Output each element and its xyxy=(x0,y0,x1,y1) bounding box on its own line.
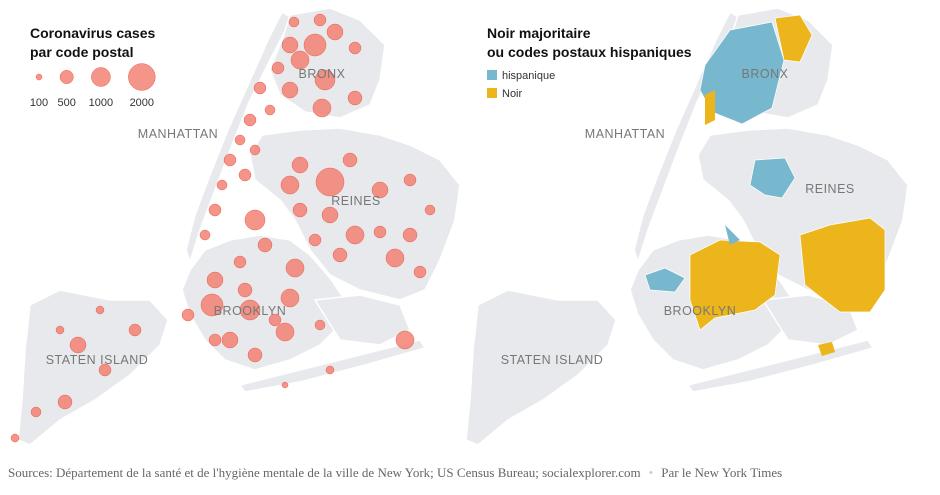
area-label: STATEN ISLAND xyxy=(46,353,149,367)
maps: Coronavirus cases par code postal 100 500… xyxy=(10,7,909,446)
legend-bubble xyxy=(91,67,111,87)
area-label: BROOKLYN xyxy=(664,304,737,318)
legend-size-label: 2000 xyxy=(130,97,154,109)
area-label: MANHATTAN xyxy=(138,127,218,141)
left-title: par code postal xyxy=(30,44,133,60)
legend-bubble xyxy=(59,70,74,84)
legend-bubble xyxy=(35,73,43,81)
legend-swatch xyxy=(487,70,497,80)
area-label: BROOKLYN xyxy=(214,304,287,318)
left-map-shape xyxy=(17,7,461,446)
legend-label: hispanique xyxy=(502,70,555,82)
color-legend: hispanique Noir xyxy=(487,70,555,100)
right-title: Noir majoritaire xyxy=(487,25,591,41)
area-label: BRONX xyxy=(742,67,789,81)
legend-size-label: 1000 xyxy=(89,97,113,109)
area-label: STATEN ISLAND xyxy=(501,353,604,367)
sources: Sources: Département de la santé et de l… xyxy=(8,465,641,480)
legend-label: Noir xyxy=(502,88,523,100)
size-legend: 100 500 1000 2000 xyxy=(30,63,156,109)
area-label: REINES xyxy=(805,182,855,196)
case-bubbles xyxy=(10,13,436,443)
right-title: ou codes postaux hispaniques xyxy=(487,44,692,60)
left-title: Coronavirus cases xyxy=(30,25,155,41)
footer: Sources: Département de la santé et de l… xyxy=(8,465,783,480)
area-label: MANHATTAN xyxy=(585,127,665,141)
legend-bubble xyxy=(128,63,156,91)
byline: Par le New York Times xyxy=(661,465,783,480)
demographic-areas xyxy=(644,14,886,356)
legend-size-label: 500 xyxy=(58,97,76,109)
legend-size-label: 100 xyxy=(30,97,48,109)
legend-swatch xyxy=(487,88,497,98)
area-label: BRONX xyxy=(299,67,346,81)
area-label: REINES xyxy=(331,194,381,208)
